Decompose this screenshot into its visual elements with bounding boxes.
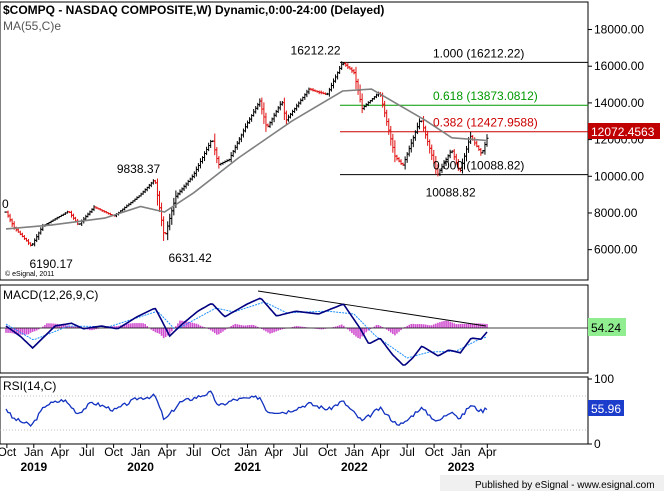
macd-value-text: 54.24 bbox=[591, 321, 621, 335]
time-tick-label: Jul bbox=[79, 445, 94, 459]
year-label: 2022 bbox=[341, 460, 368, 474]
rsi-value-tag bbox=[588, 400, 624, 416]
time-tick-label: Oct bbox=[211, 445, 230, 459]
price-annotation: 9838.37 bbox=[117, 162, 161, 176]
year-label: 2019 bbox=[20, 460, 47, 474]
copyright-text: © eSignal, 2011 bbox=[5, 270, 55, 278]
time-tick-label: Oct bbox=[318, 445, 337, 459]
time-tick-label: Jan bbox=[131, 445, 150, 459]
time-tick-label: Apr bbox=[158, 445, 177, 459]
time-tick-label: Apr bbox=[51, 445, 70, 459]
macd-label: MACD(12,26,9,C) bbox=[3, 288, 98, 302]
partial-tick-label: 0 bbox=[2, 197, 9, 211]
time-tick-label: Oct bbox=[0, 445, 17, 459]
time-tick-label: Apr bbox=[371, 445, 390, 459]
price-panel bbox=[0, 1, 589, 281]
time-tick-label: Jul bbox=[293, 445, 308, 459]
time-tick-label: Jul bbox=[400, 445, 415, 459]
footer-bar bbox=[440, 475, 664, 491]
time-axis: Oct Jan Apr Jul Oct Jan Apr Jul Oct Jan Apr Jul Oct J… bbox=[0, 444, 497, 474]
price-tick-label: 14000.00 bbox=[594, 96, 644, 110]
rsi-tick-label: 0 bbox=[594, 437, 601, 451]
year-label: 2023 bbox=[448, 460, 475, 474]
price-value-text: 12072.4563 bbox=[591, 125, 655, 139]
price-tick-label: 6000.00 bbox=[594, 243, 638, 257]
fib-level-label: 0.000 (10088.82) bbox=[433, 159, 524, 173]
rsi-value-text: 55.96 bbox=[591, 402, 621, 416]
fib-level-label: 1.000 (16212.22) bbox=[433, 46, 524, 60]
price-value-tag bbox=[588, 123, 660, 139]
macd-value-tag bbox=[588, 318, 626, 336]
time-tick-label: Jan bbox=[24, 445, 43, 459]
rsi-line bbox=[5, 390, 488, 427]
ma-line bbox=[5, 88, 488, 230]
price-tick-label: 8000.00 bbox=[594, 206, 638, 220]
chart-title: $COMPQ - NASDAQ COMPOSITE,W) Dynamic,0:0… bbox=[3, 3, 384, 17]
price-annotations: 6190.17 9838.37 6631.42 16212.22 10088.82 bbox=[29, 43, 476, 271]
rsi-tick-label: 100 bbox=[594, 372, 614, 386]
price-annotation: 6631.42 bbox=[168, 251, 212, 265]
price-annotation: 6190.17 bbox=[29, 257, 73, 271]
fib-level-label: 0.618 (13873.0812) bbox=[433, 89, 538, 103]
fib-level-label: 0.382 (12427.9588) bbox=[433, 116, 538, 130]
macd-trendline bbox=[257, 290, 487, 327]
fibonacci-levels bbox=[340, 61, 588, 176]
ma-label: MA(55,C)e bbox=[3, 19, 61, 33]
time-tick-label: Jul bbox=[186, 445, 201, 459]
time-tick-label: Apr bbox=[478, 445, 497, 459]
time-tick-label: Jan bbox=[345, 445, 364, 459]
price-annotation: 16212.22 bbox=[291, 43, 341, 57]
year-label: 2020 bbox=[127, 460, 154, 474]
macd-line bbox=[5, 297, 488, 366]
time-tick-label: Apr bbox=[264, 445, 283, 459]
time-tick-label: Jan bbox=[238, 445, 257, 459]
rsi-label: RSI(14,C) bbox=[3, 379, 56, 393]
price-tick-label: 16000.00 bbox=[594, 59, 644, 73]
price-tick-label: 18000.00 bbox=[594, 23, 644, 37]
time-tick-label: Oct bbox=[104, 445, 123, 459]
footer-text: Published by eSignal - www.esignal.com bbox=[475, 480, 655, 491]
time-tick-label: Oct bbox=[425, 445, 444, 459]
price-tick-label: 10000.00 bbox=[594, 169, 644, 183]
price-annotation: 10088.82 bbox=[426, 186, 476, 200]
price-axis: 18000.0016000.0014000.0012000.0010000.00… bbox=[588, 23, 644, 257]
year-label: 2021 bbox=[234, 460, 261, 474]
time-tick-label: Jan bbox=[451, 445, 470, 459]
macd-panel bbox=[0, 284, 589, 374]
fibonacci-labels: 1.000 (16212.22) 0.618 (13873.0812) 0.382 … bbox=[433, 46, 538, 172]
